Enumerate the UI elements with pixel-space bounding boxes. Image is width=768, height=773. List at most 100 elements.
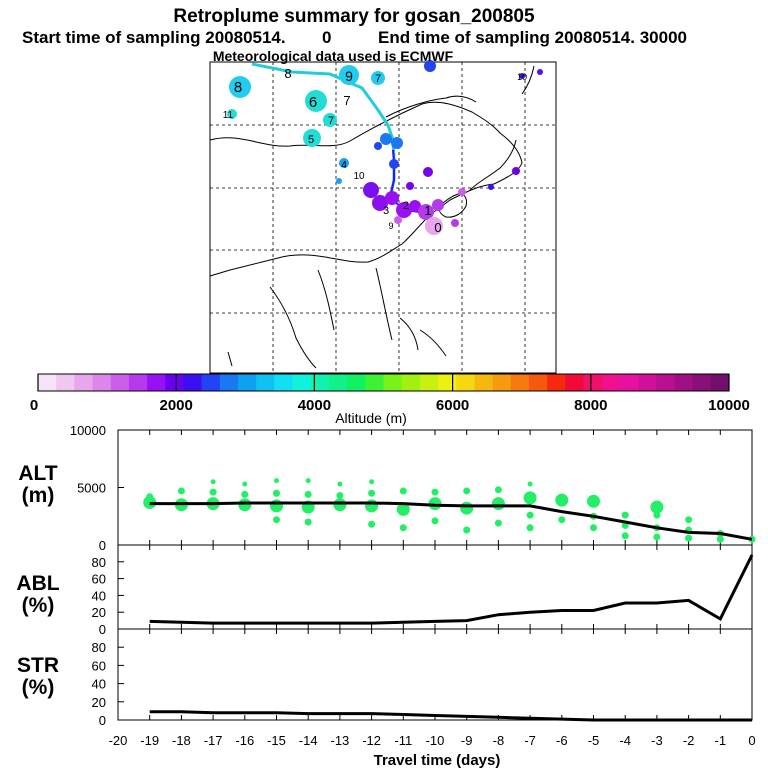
plume-particle bbox=[385, 191, 399, 205]
plume-particle bbox=[227, 109, 237, 119]
y-tick-label: 0 bbox=[99, 713, 106, 728]
colorbar-swatch bbox=[638, 374, 657, 391]
colorbar-swatch bbox=[510, 374, 530, 391]
altitude-point bbox=[210, 479, 216, 485]
colorbar-swatch bbox=[147, 374, 166, 391]
plume-particle bbox=[380, 133, 392, 145]
y-tick-label: 40 bbox=[92, 588, 106, 603]
start-time-value: 0 bbox=[322, 28, 331, 47]
colorbar-tick-label: 6000 bbox=[436, 397, 469, 414]
altitude-point bbox=[146, 493, 154, 501]
altitude-point bbox=[304, 490, 312, 498]
altitude-point bbox=[527, 481, 533, 487]
altitude-point bbox=[333, 498, 347, 512]
plume-particle bbox=[512, 167, 520, 175]
plume-particle bbox=[371, 71, 385, 85]
altitude-point bbox=[270, 499, 283, 513]
x-tick-label: -5 bbox=[588, 733, 600, 748]
altitude-point bbox=[177, 487, 185, 495]
colorbar-tick-label: 8000 bbox=[574, 397, 607, 414]
tracer-day-label: 3 bbox=[383, 205, 389, 217]
x-axis: -20 -19 -18 -17 -16 -15 -14 -13 -12 -11 -10 -9 -8 -7-… bbox=[109, 733, 756, 748]
tracer-day-label: 5 bbox=[308, 134, 314, 146]
x-tick-label: 0 bbox=[748, 733, 755, 748]
y-tick-label: 20 bbox=[92, 605, 106, 620]
plume-particle bbox=[391, 137, 403, 149]
x-tick-label: -20 bbox=[109, 733, 128, 748]
y-tick-label: 60 bbox=[92, 572, 106, 587]
plume-particle bbox=[336, 178, 342, 184]
tracer-day-label: 9 bbox=[345, 68, 353, 84]
plume-particle bbox=[394, 216, 402, 224]
chart-title: Retroplume summary for gosan_200805 bbox=[173, 6, 535, 27]
colorbar-swatch bbox=[383, 374, 403, 391]
plume-particle bbox=[323, 113, 337, 127]
met-data-label: Meteorological data used is ECMWF bbox=[213, 48, 454, 64]
altitude-point bbox=[494, 519, 502, 527]
altitude-point bbox=[494, 486, 502, 494]
map-markers bbox=[227, 60, 543, 235]
altitude-point bbox=[337, 481, 343, 487]
x-tick-label: -13 bbox=[331, 733, 350, 748]
altitude-point bbox=[653, 533, 661, 541]
x-tick-label: -19 bbox=[140, 733, 159, 748]
colorbar-swatch bbox=[238, 374, 257, 391]
plume-particle bbox=[537, 69, 543, 75]
altitude-point bbox=[274, 478, 279, 484]
y-axis-label: ABL bbox=[16, 572, 59, 595]
x-tick-label: -1 bbox=[715, 733, 727, 748]
altitude-point bbox=[621, 532, 629, 540]
colorbar-tick-label: 10000 bbox=[708, 397, 750, 414]
altitude-point bbox=[653, 511, 661, 519]
x-tick-label: -4 bbox=[619, 733, 631, 748]
plume-particle bbox=[339, 158, 349, 168]
tracer-day-label: 7 bbox=[375, 73, 381, 85]
time-series-panels: 0500010000ALT(m)020406080ABL(%)020406080… bbox=[16, 423, 756, 728]
series-line-str bbox=[149, 710, 752, 722]
y-axis-label: ALT bbox=[18, 462, 57, 485]
colorbar-tick-label: 0 bbox=[30, 397, 38, 414]
plume-particle bbox=[396, 202, 412, 218]
plume-particle bbox=[451, 219, 459, 227]
plume-particle bbox=[305, 90, 327, 112]
colorbar-swatch bbox=[38, 374, 57, 391]
y-tick-label: 80 bbox=[92, 555, 106, 570]
altitude-point bbox=[396, 502, 410, 516]
altitude-point bbox=[369, 479, 375, 485]
plume-particle bbox=[409, 200, 421, 212]
y-tick-label: 0 bbox=[99, 622, 106, 637]
colorbar-swatch bbox=[492, 374, 512, 391]
colorbar-swatch bbox=[692, 374, 712, 391]
altitude-point bbox=[365, 499, 379, 513]
colorbar-swatch bbox=[438, 374, 457, 391]
y-tick-label: 80 bbox=[92, 640, 106, 655]
colorbar-swatch bbox=[347, 374, 366, 391]
plume-particle bbox=[458, 188, 466, 196]
tracer-day-label: 10 bbox=[517, 72, 527, 82]
colorbar-swatch bbox=[56, 374, 75, 391]
altitude-point bbox=[685, 534, 693, 542]
colorbar-swatch bbox=[365, 374, 384, 391]
altitude-point bbox=[273, 516, 280, 524]
y-axis-unit: (m) bbox=[22, 484, 55, 507]
x-tick-label: -16 bbox=[235, 733, 254, 748]
altitude-point bbox=[685, 516, 693, 524]
x-tick-label: -3 bbox=[651, 733, 663, 748]
colorbar-tick-labels: 0 2000 4000 6000 8000 10000 bbox=[30, 374, 750, 414]
altitude-point bbox=[241, 490, 249, 498]
plume-particle bbox=[372, 195, 388, 211]
colorbar-swatch bbox=[601, 374, 621, 391]
altitude-point bbox=[242, 481, 248, 487]
series-line-abl bbox=[149, 554, 754, 625]
x-tick-label: -6 bbox=[556, 733, 568, 748]
plume-particle bbox=[374, 142, 382, 150]
colorbar-swatch bbox=[619, 374, 639, 391]
colorbar-swatch bbox=[401, 374, 421, 391]
colorbar-swatch bbox=[110, 374, 130, 391]
y-tick-label: 0 bbox=[99, 538, 106, 553]
plume-particle bbox=[406, 182, 414, 190]
